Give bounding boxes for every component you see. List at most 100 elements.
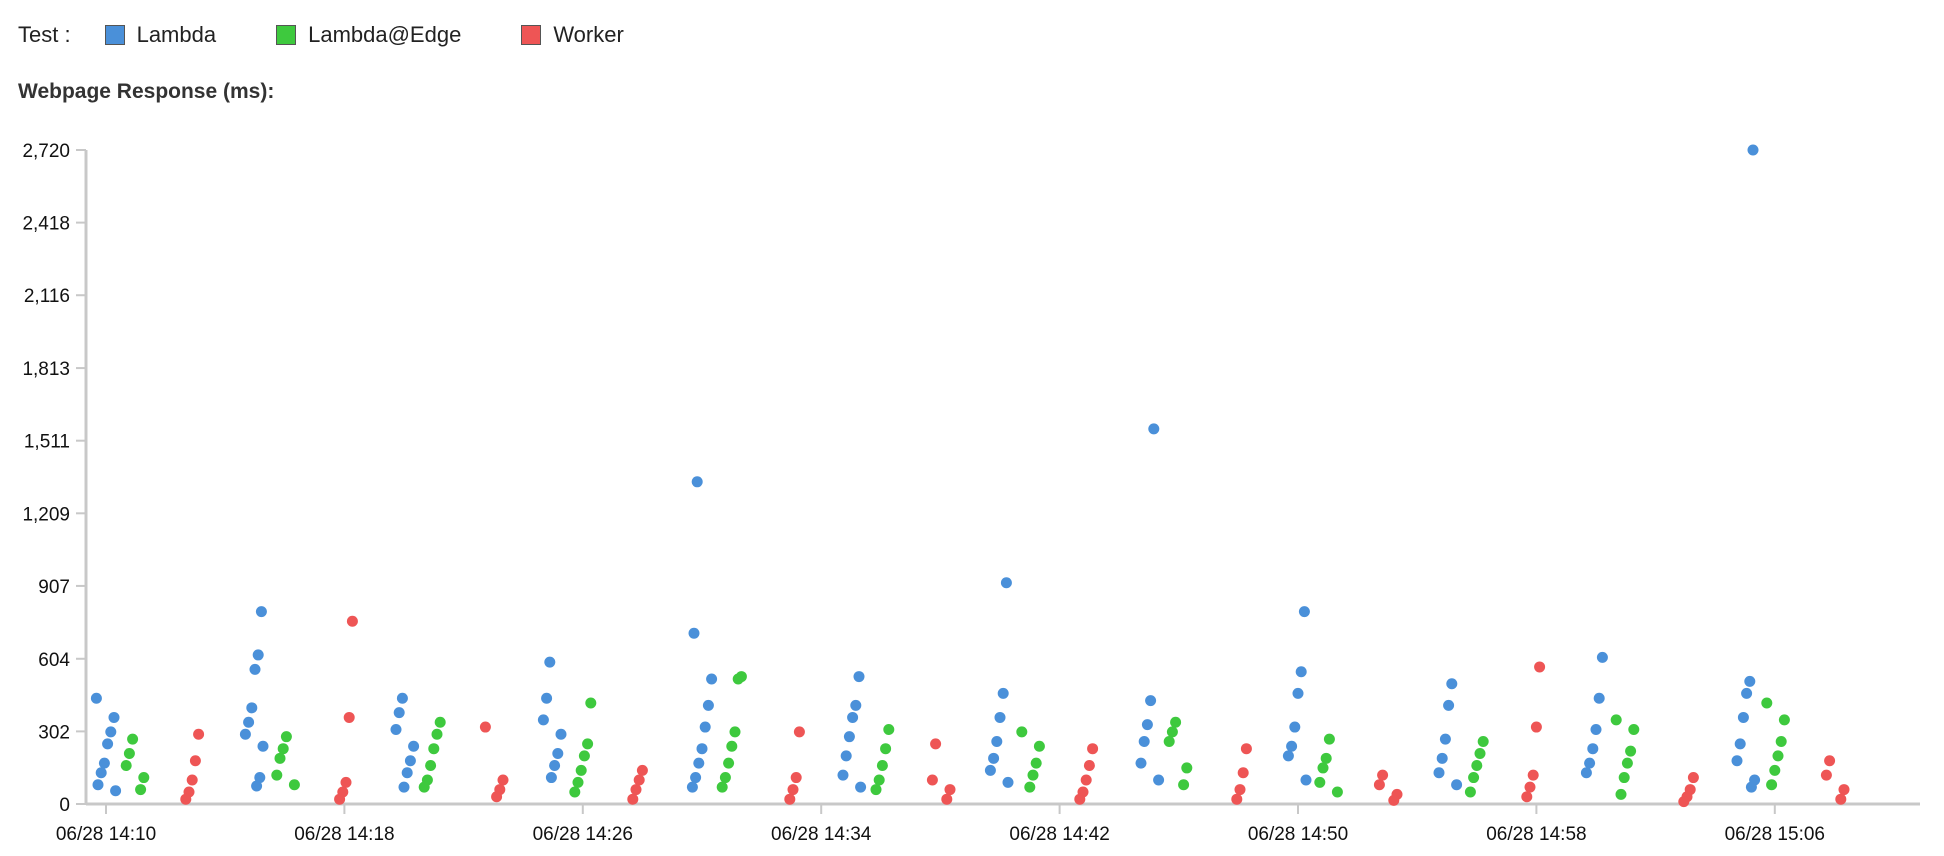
x-tick-label: 06/28 14:50 [1248,824,1348,845]
data-point-lambda-edge [1170,716,1182,728]
y-tick-label: 1,813 [22,359,70,380]
data-point-lambda [1593,692,1605,704]
data-point-worker [1527,769,1539,781]
data-point-lambda [1731,755,1743,767]
data-point-worker [491,791,503,803]
data-point-lambda [404,755,416,767]
data-point-lambda-edge [582,738,594,750]
data-point-worker [193,728,205,740]
data-point-worker [1530,721,1542,733]
legend-label-lambda-edge: Lambda@Edge [308,22,462,47]
points-layer [90,144,1850,808]
data-point-lambda-edge [274,752,286,764]
data-point-worker [1521,791,1533,803]
data-point-lambda [239,728,251,740]
data-point-lambda-edge [719,772,731,784]
data-point-lambda [1584,757,1596,769]
data-point-worker [334,793,346,805]
data-point-worker [1240,743,1252,755]
data-point-lambda-edge [425,760,437,772]
legend: Test : Lambda Lambda@Edge Worker [18,20,684,50]
data-point-worker [787,784,799,796]
data-point-lambda [1002,776,1014,788]
data-point-lambda-edge [883,723,895,735]
x-tick-label: 06/28 14:58 [1486,824,1586,845]
x-tick-label: 06/28 14:26 [533,824,633,845]
data-point-lambda-edge [572,776,584,788]
data-point-lambda [390,723,402,735]
data-point-lambda [255,606,267,618]
y-tick-label: 1,209 [22,504,70,525]
legend-item-lambda[interactable]: Lambda [104,22,216,48]
data-point-worker [1377,769,1389,781]
data-point-lambda [1590,723,1602,735]
data-point-worker [633,774,645,786]
data-point-lambda-edge [280,731,292,743]
data-point-lambda [693,757,705,769]
data-point-lambda-edge [1766,779,1778,791]
data-point-lambda-edge [1016,726,1028,738]
data-point-lambda [691,476,703,488]
data-point-lambda [696,743,708,755]
data-point-lambda-edge [575,764,587,776]
data-point-lambda [702,699,714,711]
data-point-lambda-edge [1181,762,1193,774]
data-point-lambda-edge [1468,772,1480,784]
data-point-worker [1835,793,1847,805]
data-point-worker [346,615,358,627]
data-point-lambda-edge [578,750,590,762]
data-point-lambda-edge [428,743,440,755]
data-point-worker [926,774,938,786]
data-point-lambda [997,687,1009,699]
data-point-lambda-edge [1314,776,1326,788]
data-point-lambda-edge [1621,757,1633,769]
data-point-lambda [1741,687,1753,699]
data-point-lambda [401,767,413,779]
data-point-lambda-edge [1778,714,1790,726]
data-point-lambda [105,726,117,738]
y-tick-label: 2,418 [22,214,70,235]
legend-swatch-worker [521,25,542,45]
legend-item-lambda-edge[interactable]: Lambda@Edge [276,22,461,48]
y-tick-label: 0 [59,795,70,816]
data-point-lambda [855,781,867,793]
data-point-lambda-edge [1320,752,1332,764]
data-point-worker [340,776,352,788]
data-point-lambda [1300,774,1312,786]
data-point-lambda-edge [1761,697,1773,709]
data-point-lambda [555,728,567,740]
data-point-lambda-edge [1615,788,1627,800]
data-point-lambda-edge [726,740,738,752]
data-point-worker [1824,755,1836,767]
data-point-lambda [991,735,1003,747]
data-point-lambda-edge [1317,762,1329,774]
data-point-worker [1074,793,1086,805]
data-point-lambda-edge [1163,735,1175,747]
data-point-lambda [90,692,102,704]
y-tick-label: 2,720 [22,141,70,162]
legend-label-worker: Worker [553,22,624,47]
legend-item-worker[interactable]: Worker [521,22,624,48]
data-point-worker [1524,781,1536,793]
data-point-lambda-edge [1166,726,1178,738]
data-point-lambda [1000,577,1012,589]
data-point-lambda [984,764,996,776]
data-point-lambda-edge [1610,714,1622,726]
data-point-lambda [1148,423,1160,435]
data-point-lambda-edge [1628,723,1640,735]
y-tick-label: 2,116 [24,286,70,307]
legend-swatch-lambda [104,25,125,45]
data-point-lambda [249,663,261,675]
data-point-lambda-edge [1331,786,1343,798]
data-point-lambda-edge [135,784,147,796]
x-tick-label: 06/28 14:42 [1009,824,1109,845]
data-point-lambda-edge [870,784,882,796]
data-point-lambda-edge [1471,760,1483,772]
data-point-lambda-edge [1618,772,1630,784]
data-point-lambda-edge [1024,781,1036,793]
data-point-worker [1087,743,1099,755]
y-tick-label: 1,511 [24,432,70,453]
data-point-lambda [1433,767,1445,779]
data-point-lambda-edge [1625,745,1637,757]
data-point-lambda [837,769,849,781]
